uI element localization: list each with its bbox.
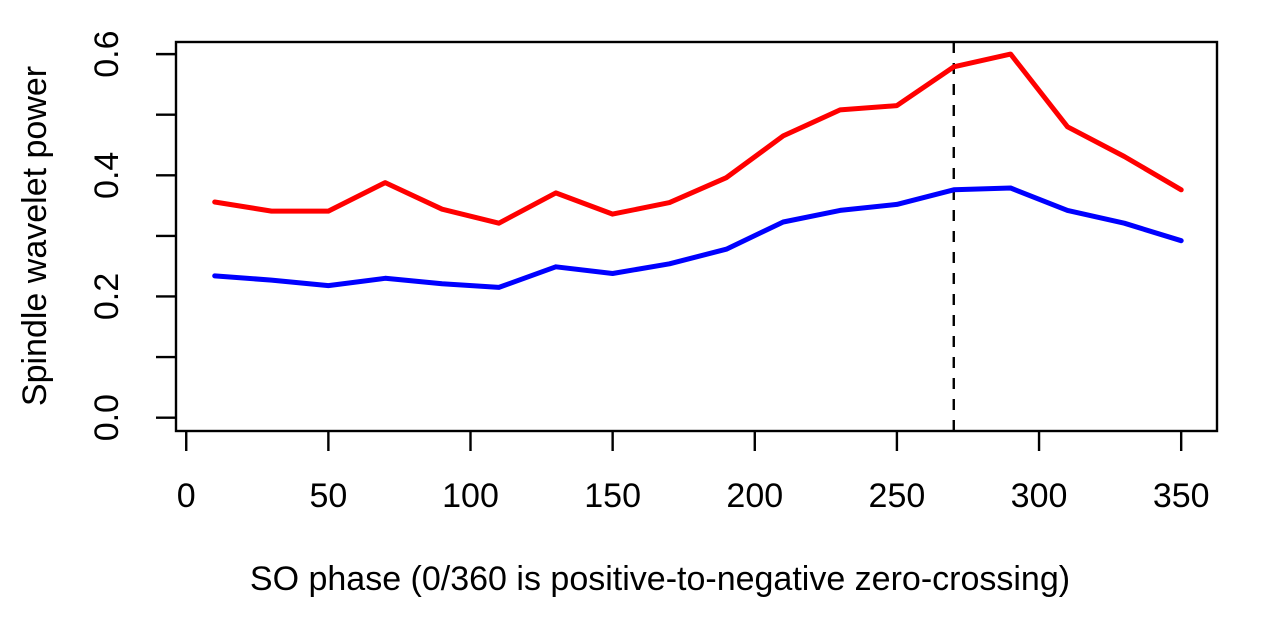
series-blue-line bbox=[212, 185, 1184, 290]
y-tick-label: 0.0 bbox=[88, 394, 126, 441]
x-tick-label: 150 bbox=[584, 477, 641, 515]
x-tick-label: 300 bbox=[1011, 477, 1068, 515]
x-tick-label: 350 bbox=[1153, 477, 1210, 515]
y-tick-label: 0.6 bbox=[88, 30, 126, 77]
series-red-line bbox=[212, 51, 1184, 226]
y-axis-title: Spindle wavelet power bbox=[16, 66, 54, 406]
plot-border bbox=[174, 40, 1219, 433]
series-layer bbox=[212, 51, 1184, 290]
x-tick-label: 50 bbox=[309, 477, 347, 515]
y-tick-label: 0.4 bbox=[88, 152, 126, 199]
x-axis-title: SO phase (0/360 is positive-to-negative … bbox=[250, 560, 1070, 598]
x-tick-label: 100 bbox=[442, 477, 499, 515]
x-tick-label: 250 bbox=[869, 477, 926, 515]
axes-layer: 0 50 100 150 200 250 300 350 0.0 0.2 0.4 0.6 bbox=[88, 30, 1219, 515]
x-tick-label: 200 bbox=[726, 477, 783, 515]
x-tick-label: 0 bbox=[177, 477, 196, 515]
y-tick-label: 0.2 bbox=[88, 273, 126, 320]
